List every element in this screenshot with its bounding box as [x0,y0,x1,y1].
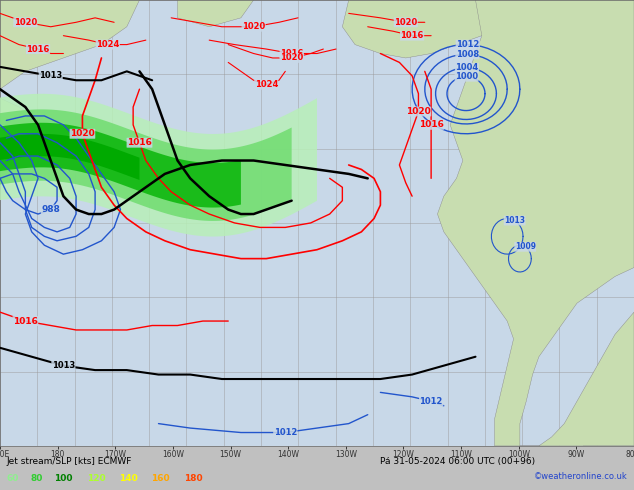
Text: 1020: 1020 [394,18,417,27]
Polygon shape [0,0,139,89]
Text: 1016: 1016 [401,31,424,40]
Text: 180: 180 [184,474,202,483]
Text: ©weatheronline.co.uk: ©weatheronline.co.uk [534,472,628,481]
Text: 80: 80 [30,474,43,483]
Polygon shape [0,94,317,237]
Text: Jet stream/SLP [kts] ECMWF: Jet stream/SLP [kts] ECMWF [6,457,132,466]
Text: 1000: 1000 [455,72,478,81]
Text: 1004: 1004 [455,63,479,73]
Polygon shape [0,134,139,180]
Text: 120: 120 [87,474,105,483]
Polygon shape [0,123,241,208]
Polygon shape [342,0,495,58]
Text: 1013: 1013 [39,72,62,80]
Text: 1012: 1012 [420,397,443,406]
Text: 988: 988 [41,205,60,214]
Polygon shape [178,0,254,27]
Text: 1024: 1024 [255,80,278,89]
Text: 140: 140 [119,474,138,483]
Text: 1016: 1016 [418,121,444,129]
Text: 1016: 1016 [280,49,303,58]
Text: 1009: 1009 [515,242,536,251]
Text: 60: 60 [6,474,19,483]
Text: 1024: 1024 [96,40,119,49]
Polygon shape [437,0,634,446]
Text: 160: 160 [152,474,170,483]
Text: 1020: 1020 [406,107,431,116]
Text: 1020: 1020 [242,22,265,31]
Text: 1016: 1016 [27,45,49,53]
Text: 1012: 1012 [456,40,479,49]
Text: 1020: 1020 [14,18,37,27]
Text: 1013: 1013 [504,216,525,225]
Polygon shape [520,312,634,446]
Text: Pá 31-05-2024 06:00 UTC (00+96): Pá 31-05-2024 06:00 UTC (00+96) [380,457,536,466]
Text: 1013: 1013 [52,361,75,370]
Text: 1020: 1020 [70,129,95,138]
Text: 1016: 1016 [127,138,152,147]
Text: 1008: 1008 [456,50,479,59]
Polygon shape [0,109,292,221]
Text: 1020: 1020 [280,53,303,62]
Text: 100: 100 [55,474,73,483]
Polygon shape [0,98,38,143]
Text: 1016: 1016 [13,317,38,325]
Text: 1012: 1012 [274,428,297,437]
